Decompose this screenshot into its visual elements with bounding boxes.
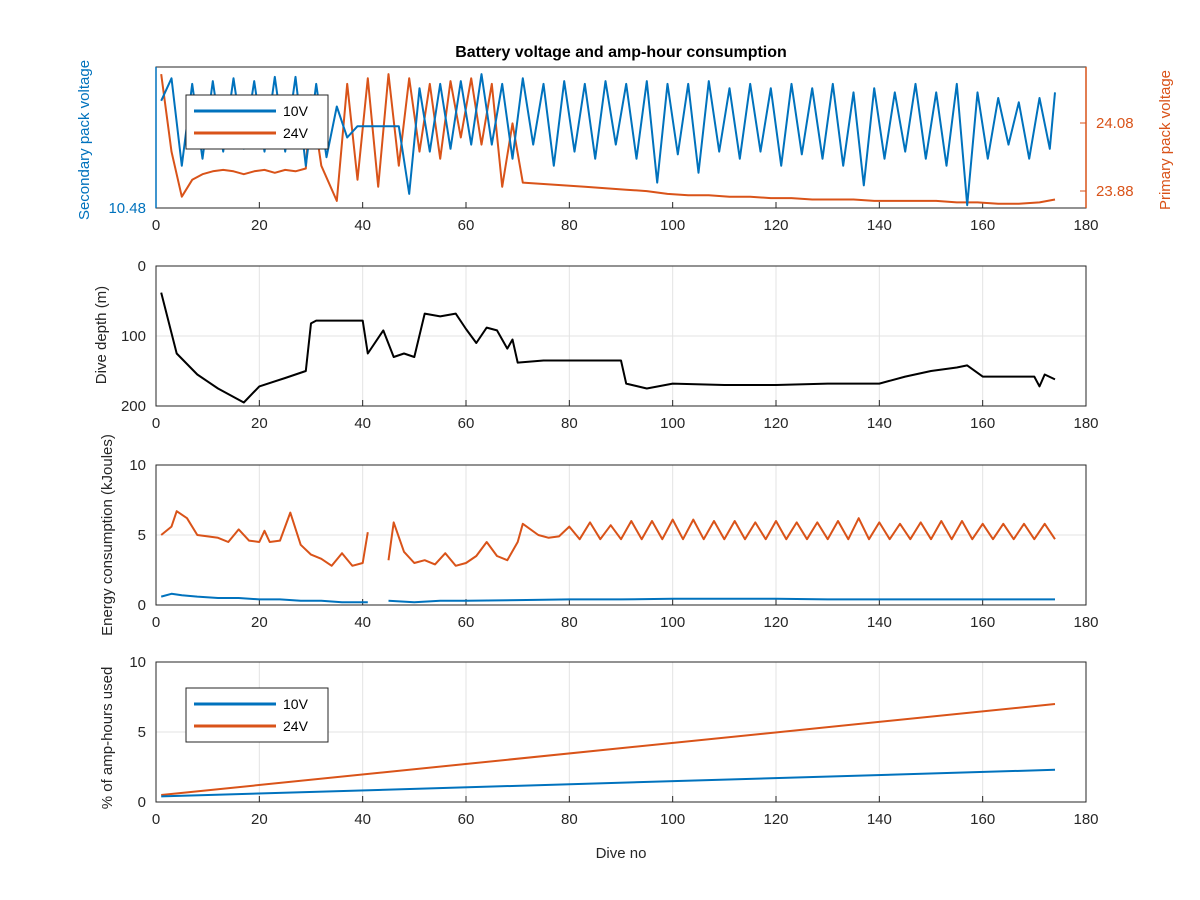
ylabel-amp-hours: % of amp-hours used [99,667,116,810]
y-tick-label: 200 [121,398,146,415]
x-tick-label: 100 [660,415,685,432]
x-tick-label: 40 [354,614,371,631]
energy-10v-line [160,592,1055,604]
x-tick-label: 0 [152,811,160,828]
x-tick-label: 140 [867,415,892,432]
x-tick-label: 80 [561,614,578,631]
x-tick-label: 120 [763,614,788,631]
x-tick-label: 180 [1073,811,1098,828]
legend-label: 24V [283,718,309,734]
xlabel-dive-no: Dive no [596,845,647,862]
y-tick-label: 5 [138,527,146,544]
legend-box [185,687,329,743]
amp-hours-10v-line [161,768,1056,798]
depth-line [160,292,1056,404]
y-left-tick-label: 10.48 [108,200,146,217]
x-tick-label: 60 [458,415,475,432]
depth-frame [155,265,1087,407]
x-tick-label: 40 [354,217,371,234]
x-tick-label: 60 [458,217,475,234]
x-tick-label: 160 [970,217,995,234]
x-tick-label: 140 [867,217,892,234]
x-tick-label: 160 [970,811,995,828]
amp-hours-axes: 0 20 40 60 80 100 120 140 160 180 0 5 10 10V 24V [129,654,1098,828]
x-tick-label: 0 [152,614,160,631]
x-tick-label: 40 [354,415,371,432]
x-tick-label: 20 [251,217,268,234]
y-tick-label: 0 [138,597,146,614]
x-tick-label: 0 [152,217,160,234]
x-tick-label: 60 [458,614,475,631]
y-tick-label: 0 [138,794,146,811]
x-tick-label: 180 [1073,415,1098,432]
x-tick-label: 80 [561,811,578,828]
chart-title: Battery voltage and amp-hour consumption [455,44,787,61]
y-tick-label: 5 [138,724,146,741]
amp-hours-24v-line [161,703,1056,796]
y-right-tick-label: 24.08 [1096,115,1134,132]
legend-label: 10V [283,696,309,712]
x-tick-label: 100 [660,614,685,631]
x-tick-label: 20 [251,415,268,432]
amp-hours-frame [155,661,1087,803]
x-tick-label: 20 [251,614,268,631]
ylabel-primary-voltage: Primary pack voltage [1157,70,1174,210]
x-tick-label: 160 [970,415,995,432]
x-tick-label: 80 [561,217,578,234]
x-tick-label: 180 [1073,614,1098,631]
energy-24v-line [160,510,1056,567]
x-tick-label: 140 [867,614,892,631]
x-tick-label: 0 [152,415,160,432]
x-tick-label: 40 [354,811,371,828]
y-tick-label: 10 [129,457,146,474]
x-tick-label: 100 [660,811,685,828]
x-tick-label: 100 [660,217,685,234]
energy-frame [155,464,1087,606]
ylabel-dive-depth: Dive depth (m) [93,286,110,384]
y-tick-label: 10 [129,654,146,671]
x-tick-label: 120 [763,217,788,234]
legend-box [185,94,329,150]
depth-axes: 0 20 40 60 80 100 120 140 160 180 0 100 200 [121,258,1099,432]
x-tick-label: 80 [561,415,578,432]
voltage-axes: 0 20 40 60 80 100 120 140 160 180 10.48 24.08 23.88 1… [108,66,1134,234]
ylabel-energy: Energy consumption (kJoules) [99,434,116,636]
y-tick-label: 100 [121,328,146,345]
energy-axes: 0 20 40 60 80 100 120 140 160 180 0 5 10 [129,457,1098,631]
x-tick-label: 20 [251,811,268,828]
x-tick-label: 60 [458,811,475,828]
x-tick-label: 120 [763,415,788,432]
x-tick-label: 180 [1073,217,1098,234]
y-right-tick-label: 23.88 [1096,183,1134,200]
y-tick-label: 0 [138,258,146,275]
legend-label: 10V [283,103,309,119]
legend-label: 24V [283,125,309,141]
x-tick-label: 160 [970,614,995,631]
x-tick-label: 120 [763,811,788,828]
ylabel-secondary-voltage: Secondary pack voltage [76,60,93,220]
x-tick-label: 140 [867,811,892,828]
